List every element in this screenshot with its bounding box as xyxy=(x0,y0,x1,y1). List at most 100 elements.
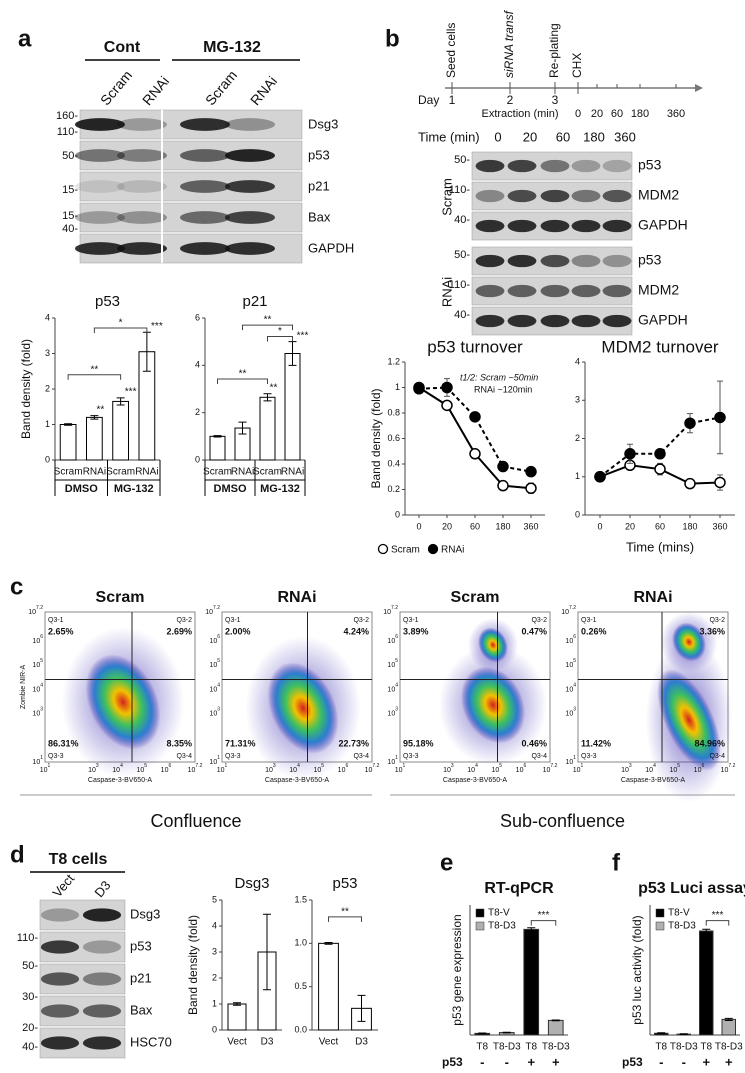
blot-a-band xyxy=(117,242,167,255)
tick-base: 10 xyxy=(621,767,629,774)
tick-base: 10 xyxy=(516,767,524,774)
tick-base: 10 xyxy=(383,609,391,616)
quadrant-percent: 2.65% xyxy=(48,626,74,636)
significance-label: * xyxy=(119,318,123,329)
y-tick-label: 0 xyxy=(45,454,50,464)
y-tick-label: 1 xyxy=(575,471,580,481)
y-tick-label: 1 xyxy=(45,419,50,429)
flow-density xyxy=(478,627,508,663)
day-number: 3 xyxy=(552,93,559,107)
timeline-event: siRNA transf xyxy=(502,9,516,78)
tick-exponent: 7.2 xyxy=(728,763,735,769)
time-value: 20 xyxy=(523,129,537,144)
blot-a-band xyxy=(117,180,167,193)
error-bar xyxy=(324,941,333,945)
legend-label: T8-V xyxy=(488,908,510,919)
mw-marker: 50- xyxy=(454,249,470,261)
point xyxy=(413,383,425,395)
blot-group: RNAi xyxy=(439,277,454,307)
blot-b-band xyxy=(540,189,570,203)
bar xyxy=(284,353,301,461)
condition-label: p53 xyxy=(622,1055,643,1069)
flow-tick-label: 103 xyxy=(565,707,576,718)
flow-tick-label: 107.2 xyxy=(721,763,736,774)
y-tick-label: 4 xyxy=(195,360,200,370)
blot-a-band xyxy=(180,211,230,224)
legend-swatch xyxy=(655,921,665,931)
tick-base: 10 xyxy=(443,767,451,774)
tick-exponent: 1 xyxy=(581,763,584,769)
x-tick-label: T8 xyxy=(655,1042,667,1053)
tick-exponent: 5 xyxy=(395,659,398,665)
tick-exponent: 3 xyxy=(217,707,220,713)
extraction-time: 180 xyxy=(631,108,649,120)
quadrant-name: Q3-4 xyxy=(709,753,725,760)
tick-base: 10 xyxy=(28,609,36,616)
significance-label: *** xyxy=(538,910,550,921)
blot-title: T8 cells xyxy=(49,851,108,868)
flow-tick-label: 105 xyxy=(313,763,324,774)
tick-base: 10 xyxy=(188,767,196,774)
significance-label: * xyxy=(278,326,282,337)
flow-density xyxy=(85,654,161,750)
quadrant-percent: 2.69% xyxy=(166,626,192,636)
flow-tick-label: 105 xyxy=(565,659,576,670)
tick-exponent: 1 xyxy=(403,763,406,769)
flow-tick-label: 103 xyxy=(621,763,632,774)
y-tick-label: 1.0 xyxy=(294,938,307,948)
flow-x-label: Caspase-3-BV650-A xyxy=(265,777,330,784)
x-tick-label: D3 xyxy=(261,1037,274,1048)
blot-b-band xyxy=(571,284,601,298)
flow-tick-label: 101 xyxy=(209,755,220,766)
point xyxy=(469,448,481,460)
y-tick-label: 1.5 xyxy=(294,894,307,904)
significance-label: ** xyxy=(341,907,349,918)
x-tick-label: T8-D3 xyxy=(493,1042,521,1053)
y-axis-label: Band density (fold) xyxy=(369,388,383,488)
flow-tick-label: 105 xyxy=(491,763,502,774)
x-tick-label: Scram xyxy=(253,467,282,478)
day-number: 1 xyxy=(449,93,456,107)
protein-label: p21 xyxy=(130,970,152,985)
blot-d-band xyxy=(82,940,122,954)
legend-label: RNAi xyxy=(441,545,464,556)
y-tick-label: 4 xyxy=(45,312,50,322)
significance-label: ** xyxy=(90,364,98,375)
flow-title: Scram xyxy=(96,589,145,606)
flow-title: Scram xyxy=(451,589,500,606)
error-bar xyxy=(551,1019,560,1022)
time-label: Time (min) xyxy=(418,129,480,144)
blot-b-band xyxy=(571,189,601,203)
tick-exponent: 1 xyxy=(48,763,51,769)
tick-base: 10 xyxy=(136,767,144,774)
condition-sign: - xyxy=(505,1054,509,1069)
condition-sign: + xyxy=(527,1054,535,1069)
point xyxy=(714,476,726,489)
x-tick-label: 0 xyxy=(416,521,421,531)
flow-tick-label: 104 xyxy=(289,763,300,774)
tick-exponent: 7.2 xyxy=(213,605,220,611)
significance-label: ** xyxy=(264,315,272,326)
quadrant-name: Q3-2 xyxy=(531,617,547,624)
x-tick-label: RNAi xyxy=(83,467,106,478)
quadrant-name: Q3-3 xyxy=(581,753,597,760)
point xyxy=(525,482,537,494)
tick-exponent: 1 xyxy=(217,755,220,761)
protein-label: MDM2 xyxy=(638,282,679,298)
tick-exponent: 7.2 xyxy=(372,763,379,769)
protein-label: MDM2 xyxy=(638,187,679,203)
blot-a-band xyxy=(117,118,167,131)
significance-bracket xyxy=(267,335,293,342)
flow-tick-label: 101 xyxy=(573,763,584,774)
quadrant-name: Q3-3 xyxy=(225,753,241,760)
error-bar xyxy=(238,421,247,435)
quadrant-percent: 2.00% xyxy=(225,626,251,636)
quadrant-name: Q3-1 xyxy=(403,617,419,624)
blot-d-band xyxy=(82,1036,122,1050)
tick-base: 10 xyxy=(205,609,213,616)
blot-b-band xyxy=(540,159,570,173)
point xyxy=(714,411,726,424)
flow-density xyxy=(267,662,339,754)
significance-bracket xyxy=(242,324,293,331)
y-tick-label: 5 xyxy=(212,894,217,904)
